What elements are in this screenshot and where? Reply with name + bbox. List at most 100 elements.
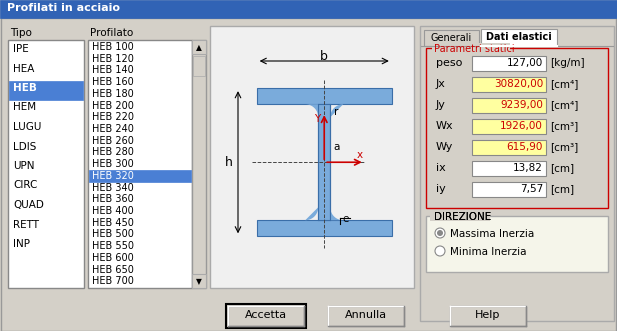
Text: 1926,00: 1926,00 xyxy=(500,121,543,131)
Bar xyxy=(257,88,392,104)
Bar xyxy=(210,26,414,288)
Text: HEB 260: HEB 260 xyxy=(92,136,134,146)
Text: iy: iy xyxy=(436,184,445,194)
Text: Jy: Jy xyxy=(436,100,446,110)
Text: HEB 140: HEB 140 xyxy=(92,66,134,75)
Text: Generali: Generali xyxy=(431,33,472,43)
Text: Wx: Wx xyxy=(436,121,453,131)
Text: HEB 200: HEB 200 xyxy=(92,101,134,111)
Text: 30820,00: 30820,00 xyxy=(494,79,543,89)
Text: HEB 320: HEB 320 xyxy=(92,171,134,181)
Text: HEB 500: HEB 500 xyxy=(92,229,134,239)
Text: HEB 160: HEB 160 xyxy=(92,77,134,87)
Text: HEB: HEB xyxy=(13,83,37,93)
Text: UPN: UPN xyxy=(13,161,35,171)
Bar xyxy=(472,56,546,71)
Text: ▲: ▲ xyxy=(196,43,202,52)
Text: 13,82: 13,82 xyxy=(513,163,543,173)
Text: 127,00: 127,00 xyxy=(507,58,543,68)
Text: HEB 650: HEB 650 xyxy=(92,264,134,275)
Text: Wy: Wy xyxy=(436,142,453,152)
Text: Profilato: Profilato xyxy=(90,28,133,38)
Bar xyxy=(0,0,617,18)
Bar xyxy=(472,161,546,176)
Text: 9239,00: 9239,00 xyxy=(500,100,543,110)
Bar xyxy=(192,274,206,288)
Circle shape xyxy=(437,230,443,236)
Text: Jx: Jx xyxy=(436,79,446,89)
Text: Y: Y xyxy=(314,114,320,124)
Text: peso: peso xyxy=(436,58,462,68)
Bar xyxy=(424,30,479,46)
Bar xyxy=(472,140,546,155)
Text: [cm]: [cm] xyxy=(550,184,574,194)
Text: x: x xyxy=(357,150,363,160)
Polygon shape xyxy=(330,207,343,220)
Bar xyxy=(472,98,546,113)
Bar xyxy=(328,306,404,326)
Text: Help: Help xyxy=(475,310,500,320)
Bar xyxy=(472,119,546,134)
Text: DIREZIONE: DIREZIONE xyxy=(434,212,491,222)
Polygon shape xyxy=(305,207,318,220)
Bar xyxy=(432,43,510,53)
Text: HEB 220: HEB 220 xyxy=(92,112,134,122)
Polygon shape xyxy=(330,104,343,117)
Text: HEM: HEM xyxy=(13,103,36,113)
Text: Parametri statici: Parametri statici xyxy=(434,44,515,54)
Bar xyxy=(192,40,206,288)
Text: a: a xyxy=(333,142,339,152)
Text: HEB 360: HEB 360 xyxy=(92,194,134,204)
Text: LDIS: LDIS xyxy=(13,141,36,152)
Bar xyxy=(472,182,546,197)
Text: IPE: IPE xyxy=(13,44,29,54)
Text: LUGU: LUGU xyxy=(13,122,41,132)
Text: HEB 240: HEB 240 xyxy=(92,124,134,134)
Text: r: r xyxy=(334,107,339,117)
Text: [cm³]: [cm³] xyxy=(550,142,578,152)
Text: INP: INP xyxy=(13,239,30,249)
Text: HEB 400: HEB 400 xyxy=(92,206,134,216)
Text: Minima Inerzia: Minima Inerzia xyxy=(450,247,526,257)
Text: ▼: ▼ xyxy=(196,277,202,286)
Bar xyxy=(9,81,83,100)
Text: RETT: RETT xyxy=(13,219,39,229)
Text: Annulla: Annulla xyxy=(345,310,387,320)
Bar xyxy=(430,211,490,221)
Bar xyxy=(481,29,557,46)
Text: Massima Inerzia: Massima Inerzia xyxy=(450,229,534,239)
Text: HEB 700: HEB 700 xyxy=(92,276,134,286)
Text: HEB 280: HEB 280 xyxy=(92,147,134,158)
Bar xyxy=(426,216,608,272)
Text: [kg/m]: [kg/m] xyxy=(550,58,585,68)
Text: HEB 300: HEB 300 xyxy=(92,159,134,169)
Text: HEB 550: HEB 550 xyxy=(92,241,134,251)
Text: ix: ix xyxy=(436,163,445,173)
Text: [cm³]: [cm³] xyxy=(550,121,578,131)
Bar xyxy=(257,220,392,236)
Bar xyxy=(318,104,330,220)
Bar xyxy=(193,56,205,76)
Circle shape xyxy=(435,228,445,238)
Text: QUAD: QUAD xyxy=(13,200,44,210)
Bar xyxy=(472,77,546,92)
Bar xyxy=(192,40,206,54)
Text: b: b xyxy=(320,50,328,63)
Polygon shape xyxy=(305,104,318,117)
Text: [cm⁴]: [cm⁴] xyxy=(550,100,578,110)
Text: HEB 450: HEB 450 xyxy=(92,218,134,228)
Text: 615,90: 615,90 xyxy=(507,142,543,152)
Text: h: h xyxy=(225,156,233,169)
Bar xyxy=(450,306,526,326)
Text: Accetta: Accetta xyxy=(245,310,287,320)
Text: [cm]: [cm] xyxy=(550,163,574,173)
Text: Tipo: Tipo xyxy=(10,28,32,38)
Bar xyxy=(228,306,304,326)
Bar xyxy=(89,170,191,182)
Bar xyxy=(226,304,306,328)
Bar xyxy=(88,40,192,288)
Text: [cm⁴]: [cm⁴] xyxy=(550,79,578,89)
Bar xyxy=(8,40,84,288)
Text: e: e xyxy=(342,214,349,224)
Text: HEB 600: HEB 600 xyxy=(92,253,134,263)
